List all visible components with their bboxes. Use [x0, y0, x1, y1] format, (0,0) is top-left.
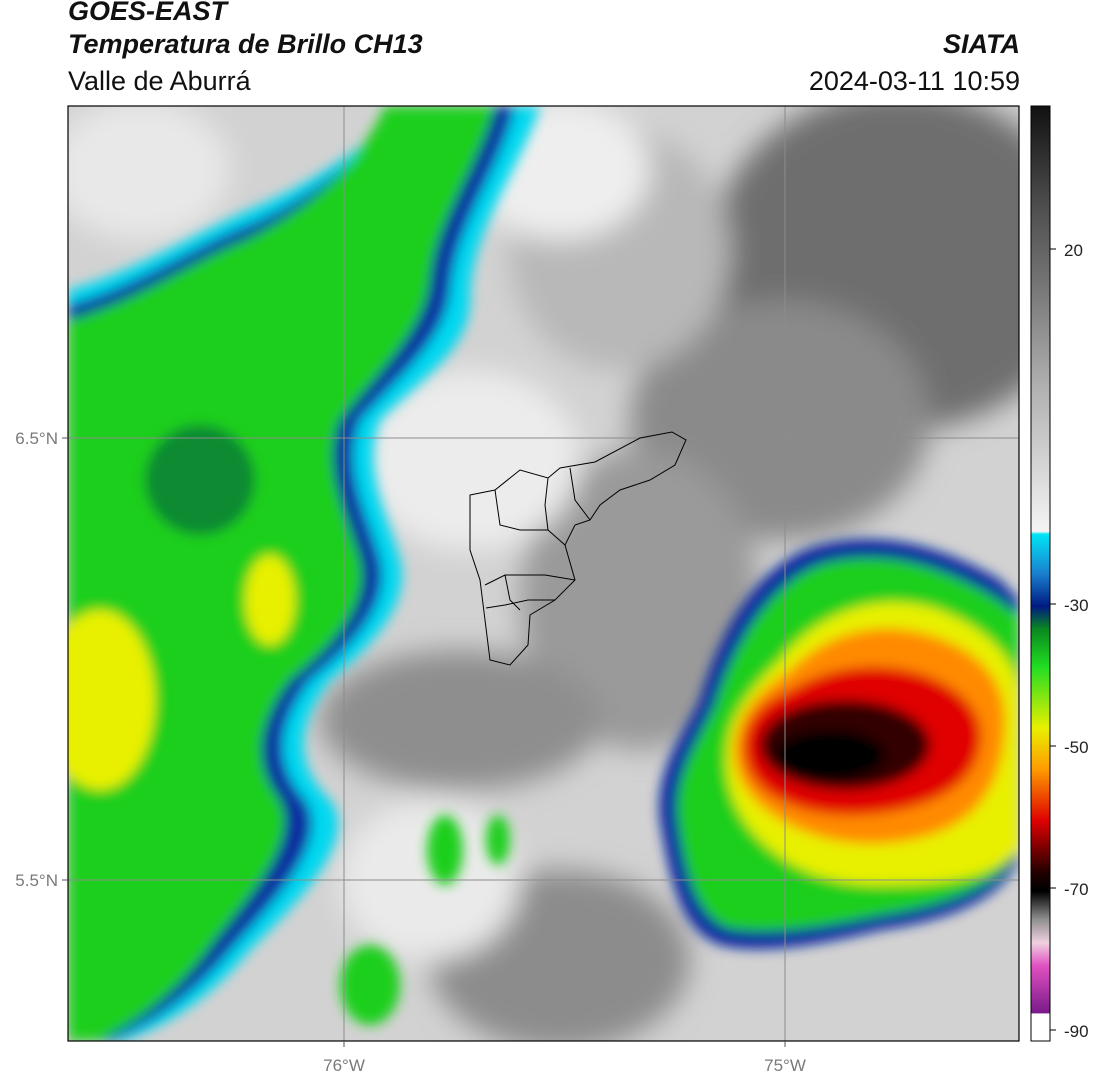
- imagery-layer: [68, 106, 1019, 1041]
- region-subtitle: Valle de Aburrá: [68, 66, 251, 96]
- valle-aburra-boundary: [469, 431, 687, 666]
- lon-label-76w: 76°W: [323, 1056, 365, 1075]
- timestamp: 2024-03-11 10:59: [808, 66, 1020, 96]
- brand-label: SIATA: [943, 29, 1020, 59]
- colorbar-scale: [1030, 105, 1051, 1042]
- lat-label-6-5: 6.5°N: [15, 429, 58, 448]
- lat-label-5-5: 5.5°N: [15, 871, 58, 890]
- colorbar-tick-20: 20: [1064, 241, 1083, 260]
- colorbar: 20 -30 -50 -70 -90: [1030, 105, 1089, 1042]
- lon-label-75w: 75°W: [764, 1056, 806, 1075]
- graticule: [68, 106, 1019, 1041]
- colorbar-tick-neg70: -70: [1064, 880, 1089, 899]
- colorbar-tick-neg50: -50: [1064, 738, 1089, 757]
- colorbar-tick-neg90: -90: [1064, 1022, 1089, 1041]
- product-title: Temperatura de Brillo CH13: [68, 29, 423, 59]
- map-frame: [67, 105, 1020, 1042]
- satellite-title: GOES-EAST: [68, 0, 228, 26]
- colorbar-tick-neg30: -30: [1064, 596, 1089, 615]
